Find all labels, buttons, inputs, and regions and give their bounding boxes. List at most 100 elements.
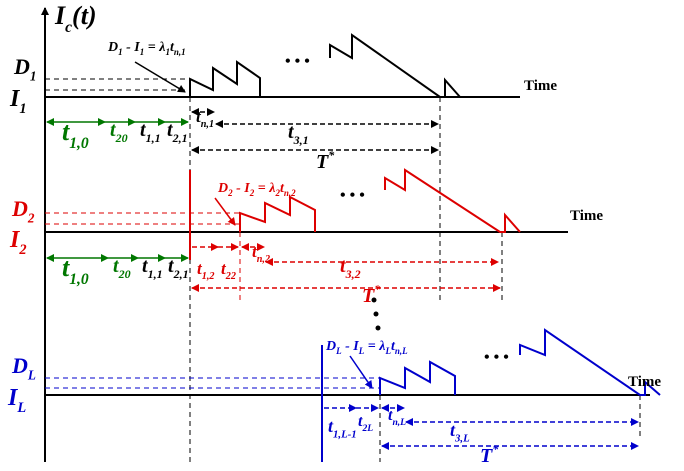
duration-label-sub: 20 <box>118 267 131 281</box>
duration-label-sup: * <box>328 148 335 162</box>
time-label: Time <box>524 78 557 94</box>
equation-part: t <box>391 339 396 354</box>
duration-label-base: t <box>140 119 147 141</box>
duration-label-base: t <box>196 107 202 126</box>
equation-part: D <box>217 181 228 196</box>
level-label-sub: L <box>16 400 26 416</box>
axis-label: Ic(t) <box>54 1 97 36</box>
duration-label-base: T <box>316 151 329 173</box>
current-waveform <box>189 33 461 98</box>
equation-sub: L <box>358 346 365 356</box>
duration-label: t3,2 <box>340 255 361 281</box>
duration-label-base: t <box>168 255 175 277</box>
peak-label: DL <box>11 353 36 383</box>
duration-label-sub: n,2 <box>257 254 270 265</box>
waveforms <box>189 33 661 462</box>
equation-part: D <box>325 339 336 354</box>
duration-label-sub: 1,2 <box>202 271 215 282</box>
duration-label: T* <box>362 282 381 307</box>
duration-label: t2,1 <box>168 255 189 281</box>
duration-label-sub: 3,2 <box>345 267 361 281</box>
duration-label: tn,1 <box>196 107 214 130</box>
duration-label-sub: n,L <box>392 417 406 428</box>
equation-sub: 1 <box>165 47 170 57</box>
time-label: Time <box>570 208 603 224</box>
level-label: I1 <box>9 86 27 117</box>
time-label: Time <box>628 374 661 390</box>
equation-sub: n,1 <box>174 47 186 57</box>
duration-label-sub: 1,1 <box>148 267 163 281</box>
equation-part: - I <box>233 181 251 196</box>
duration-label-sub: 1,1 <box>146 131 161 145</box>
duration-label-sub: 1,L-1 <box>333 428 357 440</box>
duration-label-sub: 3,1 <box>293 133 309 147</box>
level-label-base: I <box>9 86 21 112</box>
duration-label-base: t <box>388 407 393 424</box>
ellipsis: • • • <box>484 349 509 366</box>
axes <box>41 7 650 462</box>
duration-label-base: t <box>142 255 149 277</box>
equation: DL - IL = λLtn,L <box>325 339 408 356</box>
duration-label-base: T <box>480 445 493 467</box>
ellipsis: • • • <box>340 187 365 204</box>
duration-label-sub: 22 <box>225 271 236 282</box>
level-label: I2 <box>9 227 27 258</box>
peak-label-sub: 1 <box>30 69 37 84</box>
duration-label: t3,L <box>450 420 470 444</box>
duration-label: t20 <box>110 119 128 145</box>
level-label-sub: 1 <box>19 101 26 117</box>
peak-label-base: D <box>13 54 30 79</box>
duration-label: T* <box>480 442 499 467</box>
duration-label-base: t <box>110 119 117 141</box>
duration-label: t1,0 <box>62 117 89 152</box>
peak-label-base: D <box>11 196 28 221</box>
axis-label-base: I <box>54 1 66 30</box>
equation-part: = λ <box>144 40 165 55</box>
equation-sub: 1 <box>118 47 123 57</box>
equation-sub: 2 <box>274 188 280 198</box>
duration-label: t1,L-1 <box>328 416 357 440</box>
duration-label: T* <box>316 148 335 173</box>
equation-part: = λ <box>364 339 385 354</box>
equation-sub: n,L <box>395 346 408 356</box>
duration-label: t1,0 <box>62 253 89 288</box>
duration-label-sup: * <box>492 442 499 456</box>
duration-label-base: t <box>450 420 456 440</box>
duration-label-base: t <box>167 119 174 141</box>
duration-label-base: t <box>328 416 334 436</box>
duration-label-base: t <box>62 117 70 146</box>
equation: D1 - I1 = λ1tn,1 <box>107 40 186 57</box>
equation-part: - I <box>342 339 360 354</box>
equation-part: t <box>170 40 175 55</box>
duration-label: t20 <box>113 255 131 281</box>
duration-label-sub: 3,L <box>454 432 470 444</box>
equation-sub: n,2 <box>284 188 296 198</box>
duration-label-base: t <box>252 242 258 261</box>
equation-part: - I <box>123 40 141 55</box>
equation-sub: L <box>335 346 342 356</box>
ellipsis: • • • <box>285 53 310 70</box>
duration-label-base: T <box>362 285 375 307</box>
peak-label-sub: L <box>27 368 36 383</box>
current-waveform <box>189 168 521 260</box>
duration-label: t1,1 <box>140 119 161 145</box>
duration-label: t1,1 <box>142 255 163 281</box>
axis-label-suffix: (t) <box>72 1 97 30</box>
duration-label-sup: * <box>374 282 381 296</box>
equation-sub: L <box>384 346 391 356</box>
duration-label-sub: 20 <box>115 131 128 145</box>
level-label-sub: 2 <box>18 242 26 258</box>
duration-label-base: t <box>288 121 295 143</box>
equation-sub: 2 <box>249 188 255 198</box>
equation: D2 - I2 = λ2tn,2 <box>217 181 296 198</box>
dimension-arrows <box>46 61 639 450</box>
duration-label-sub: 2L <box>361 423 373 434</box>
duration-label-sub: 1,0 <box>69 135 89 152</box>
duration-label: t3,1 <box>288 121 309 147</box>
duration-label-sub: 2,1 <box>173 267 189 281</box>
duration-label: tn,L <box>388 407 406 428</box>
dashed-guides <box>45 78 641 462</box>
